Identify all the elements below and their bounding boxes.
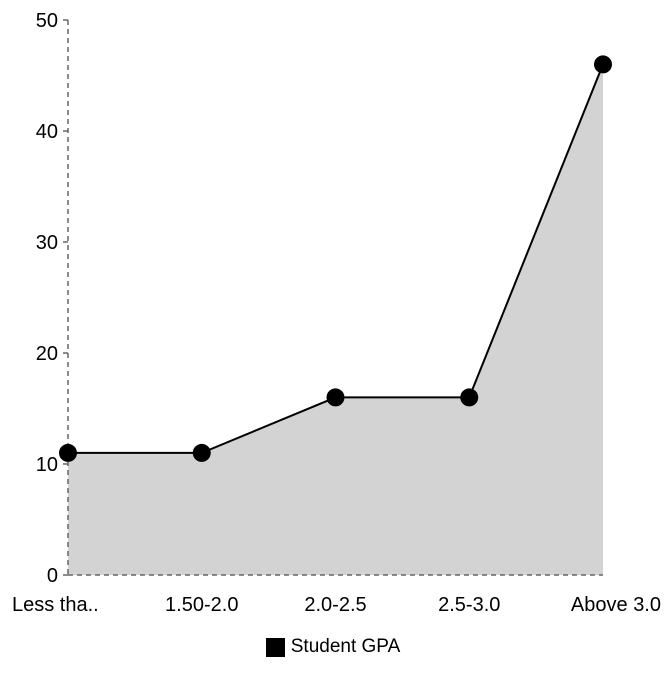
legend-label: Student GPA bbox=[290, 636, 401, 657]
y-tick-label: 0 bbox=[47, 565, 58, 587]
area-layer bbox=[68, 64, 603, 576]
x-tick-label: 1.50-2.0 bbox=[165, 594, 238, 616]
y-tick-label: 10 bbox=[36, 454, 58, 476]
y-tick-labels: 0 10 20 30 40 50 bbox=[36, 10, 58, 587]
y-tick-label: 50 bbox=[36, 10, 58, 32]
area-fill bbox=[68, 64, 603, 576]
x-tick-label: 2.0-2.5 bbox=[304, 594, 366, 616]
y-tick-label: 20 bbox=[36, 343, 58, 365]
legend-swatch bbox=[265, 637, 285, 657]
data-point bbox=[59, 443, 77, 462]
marker-layer bbox=[59, 55, 612, 462]
axis-layer bbox=[63, 19, 603, 576]
y-tick-label: 30 bbox=[36, 232, 58, 254]
data-point bbox=[192, 443, 211, 462]
data-point bbox=[326, 388, 345, 407]
legend: Student GPA bbox=[0, 636, 666, 658]
data-point bbox=[460, 388, 479, 407]
x-tick-label: Above 3.0 bbox=[571, 594, 661, 616]
y-tick-label: 40 bbox=[36, 121, 58, 143]
x-tick-label: 2.5-3.0 bbox=[438, 594, 500, 616]
x-tick-label: Less tha.. bbox=[12, 594, 99, 616]
data-point bbox=[594, 55, 612, 74]
x-tick-labels: Less tha.. 1.50-2.0 2.0-2.5 2.5-3.0 Above 3.… bbox=[12, 594, 661, 616]
